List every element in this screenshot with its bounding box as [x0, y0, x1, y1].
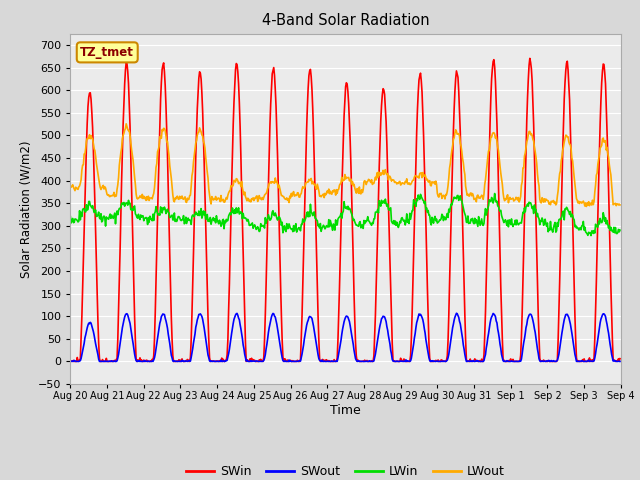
Line: SWout: SWout: [70, 313, 620, 361]
LWin: [616, 227, 624, 233]
LWout: [429, 180, 436, 185]
LWout: [67, 183, 74, 189]
Legend: SWin, SWout, LWin, LWout: SWin, SWout, LWin, LWout: [181, 460, 510, 480]
SWin: [67, 358, 74, 364]
LWout: [134, 196, 141, 202]
LWin: [491, 191, 499, 196]
LWin: [189, 212, 196, 218]
Line: LWin: LWin: [70, 193, 620, 236]
LWin: [77, 217, 84, 223]
SWin: [77, 336, 85, 341]
SWin: [616, 356, 624, 361]
X-axis label: Time: Time: [330, 404, 361, 417]
SWout: [67, 359, 74, 364]
Line: LWout: LWout: [70, 124, 620, 206]
SWin: [219, 359, 227, 364]
LWin: [218, 222, 226, 228]
LWin: [133, 215, 141, 220]
LWout: [616, 202, 624, 208]
SWin: [429, 359, 436, 364]
LWout: [77, 180, 84, 186]
SWout: [189, 346, 196, 351]
SWout: [452, 311, 460, 316]
SWout: [77, 358, 84, 363]
LWout: [582, 204, 590, 209]
LWin: [587, 233, 595, 239]
LWout: [219, 197, 227, 203]
SWout: [412, 324, 420, 330]
LWout: [413, 173, 420, 179]
SWout: [133, 359, 141, 364]
SWin: [413, 129, 420, 134]
SWin: [67, 359, 75, 364]
SWout: [218, 359, 226, 364]
Title: 4-Band Solar Radiation: 4-Band Solar Radiation: [262, 13, 429, 28]
SWin: [526, 56, 534, 61]
LWin: [412, 204, 420, 209]
Y-axis label: Solar Radiation (W/m2): Solar Radiation (W/m2): [19, 140, 33, 277]
SWout: [616, 359, 624, 364]
LWout: [189, 159, 197, 165]
SWin: [134, 357, 141, 363]
LWin: [67, 214, 74, 219]
Line: SWin: SWin: [70, 59, 620, 361]
Text: TZ_tmet: TZ_tmet: [80, 46, 134, 59]
LWout: [122, 121, 130, 127]
SWout: [428, 359, 436, 364]
SWin: [189, 251, 197, 257]
LWin: [428, 215, 436, 220]
